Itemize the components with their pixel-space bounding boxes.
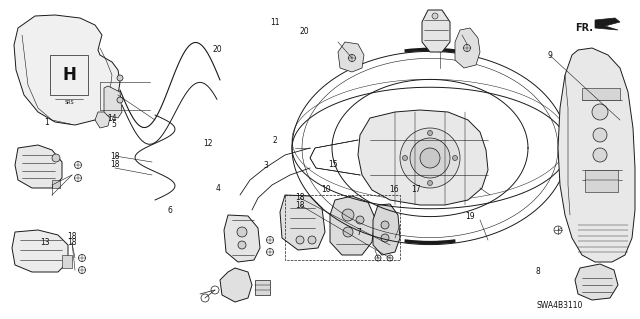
Text: 18: 18 xyxy=(111,160,120,169)
Text: 11: 11 xyxy=(271,18,280,27)
Text: 20: 20 xyxy=(299,27,309,36)
Circle shape xyxy=(428,181,433,186)
Text: 14: 14 xyxy=(107,114,117,122)
Text: 17: 17 xyxy=(411,185,421,194)
Circle shape xyxy=(308,236,316,244)
Polygon shape xyxy=(358,110,488,205)
Polygon shape xyxy=(104,86,122,118)
Circle shape xyxy=(238,241,246,249)
Text: FR.: FR. xyxy=(575,23,593,33)
Circle shape xyxy=(400,128,460,188)
Circle shape xyxy=(593,148,607,162)
Polygon shape xyxy=(575,264,618,300)
Circle shape xyxy=(343,227,353,237)
Polygon shape xyxy=(330,196,375,255)
Circle shape xyxy=(432,13,438,19)
Polygon shape xyxy=(220,268,252,302)
Circle shape xyxy=(237,227,247,237)
Text: 18: 18 xyxy=(295,201,304,210)
Text: SRS: SRS xyxy=(64,100,74,105)
Polygon shape xyxy=(224,215,260,262)
Text: 7: 7 xyxy=(356,228,361,237)
Circle shape xyxy=(410,138,450,178)
Polygon shape xyxy=(62,255,72,268)
Text: SWA4B3110: SWA4B3110 xyxy=(537,300,583,309)
Polygon shape xyxy=(585,170,618,192)
Polygon shape xyxy=(422,10,450,52)
Circle shape xyxy=(593,128,607,142)
Polygon shape xyxy=(12,230,68,272)
Polygon shape xyxy=(595,18,620,30)
Circle shape xyxy=(428,130,433,136)
Text: 15: 15 xyxy=(328,160,338,169)
Circle shape xyxy=(356,216,364,224)
Text: 2: 2 xyxy=(273,136,278,145)
Text: 5: 5 xyxy=(111,120,116,129)
Polygon shape xyxy=(455,28,480,68)
Text: 6: 6 xyxy=(167,206,172,215)
Circle shape xyxy=(117,75,123,81)
Circle shape xyxy=(52,154,60,162)
Text: 9: 9 xyxy=(548,51,553,60)
Circle shape xyxy=(592,104,608,120)
Circle shape xyxy=(117,97,123,103)
Text: 13: 13 xyxy=(40,238,50,247)
Polygon shape xyxy=(52,180,60,188)
Polygon shape xyxy=(255,280,270,295)
Polygon shape xyxy=(338,42,364,72)
Circle shape xyxy=(381,221,389,229)
Text: 20: 20 xyxy=(212,45,223,54)
Text: 18: 18 xyxy=(111,152,120,161)
Text: 19: 19 xyxy=(465,212,476,221)
Text: 8: 8 xyxy=(535,267,540,276)
Text: 4: 4 xyxy=(215,184,220,193)
Circle shape xyxy=(381,234,389,242)
Circle shape xyxy=(452,155,458,160)
Text: 18: 18 xyxy=(67,238,76,247)
Text: 16: 16 xyxy=(388,185,399,194)
Text: H: H xyxy=(62,66,76,84)
Polygon shape xyxy=(95,112,110,128)
Text: 10: 10 xyxy=(321,185,332,194)
Circle shape xyxy=(296,236,304,244)
Polygon shape xyxy=(280,195,325,250)
Polygon shape xyxy=(373,204,400,255)
Text: 1: 1 xyxy=(44,118,49,127)
Text: 18: 18 xyxy=(295,193,304,202)
Bar xyxy=(285,195,400,260)
Polygon shape xyxy=(15,145,62,188)
Text: 3: 3 xyxy=(263,161,268,170)
Text: 18: 18 xyxy=(67,232,76,241)
Circle shape xyxy=(420,148,440,168)
Text: 12: 12 xyxy=(204,139,212,148)
Circle shape xyxy=(342,209,354,221)
Polygon shape xyxy=(558,48,635,262)
Polygon shape xyxy=(582,88,620,100)
Circle shape xyxy=(403,155,408,160)
Polygon shape xyxy=(14,15,120,125)
